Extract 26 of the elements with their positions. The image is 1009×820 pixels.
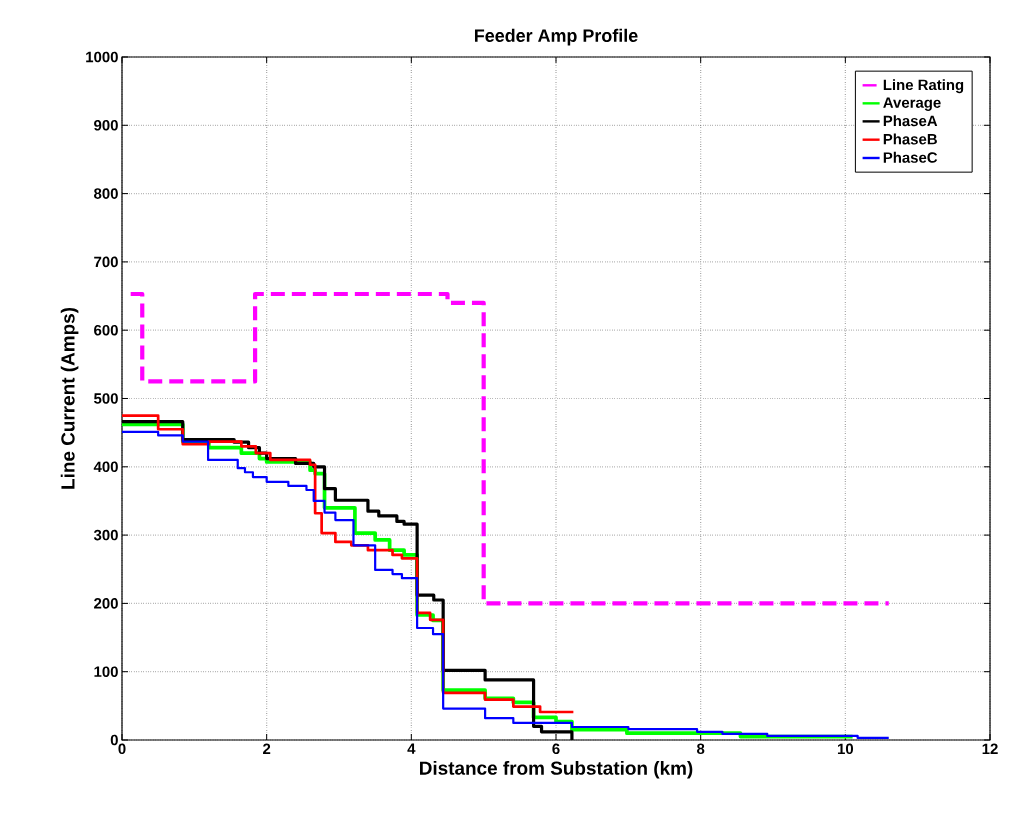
legend-label: Line Rating [883, 79, 964, 94]
y-tick-label: 300 [93, 529, 118, 541]
y-tick-label: 100 [94, 666, 118, 677]
y-tick-label: 200 [94, 598, 118, 609]
x-tick-label: 4 [407, 743, 416, 754]
y-tick-label: 1000 [86, 51, 118, 63]
legend-label: Average [883, 97, 941, 111]
y-axis-title: Line Current (Amps) [60, 307, 79, 489]
y-tick-label: 800 [94, 188, 118, 199]
y-tick-label: 0 [110, 734, 118, 746]
legend-label: PhaseC [883, 151, 938, 163]
x-tick-label: 0 [118, 743, 126, 755]
x-tick-label: 6 [552, 743, 560, 755]
x-tick-label: 8 [696, 743, 705, 755]
chart-title: Feeder Amp Profile [475, 28, 638, 46]
x-tick-label: 10 [837, 743, 854, 755]
y-tick-label: 900 [94, 120, 118, 131]
y-tick-label: 500 [94, 393, 118, 404]
y-tick-label: 400 [93, 461, 118, 473]
y-tick-label: 600 [94, 324, 118, 336]
legend-label: PhaseB [883, 133, 937, 145]
x-axis-title: Distance from Substation (km) [420, 760, 693, 779]
x-tick-label: 2 [263, 743, 271, 754]
y-tick-label: 700 [94, 256, 118, 268]
legend-label: PhaseA [883, 115, 938, 127]
x-tick-label: 12 [982, 743, 998, 754]
